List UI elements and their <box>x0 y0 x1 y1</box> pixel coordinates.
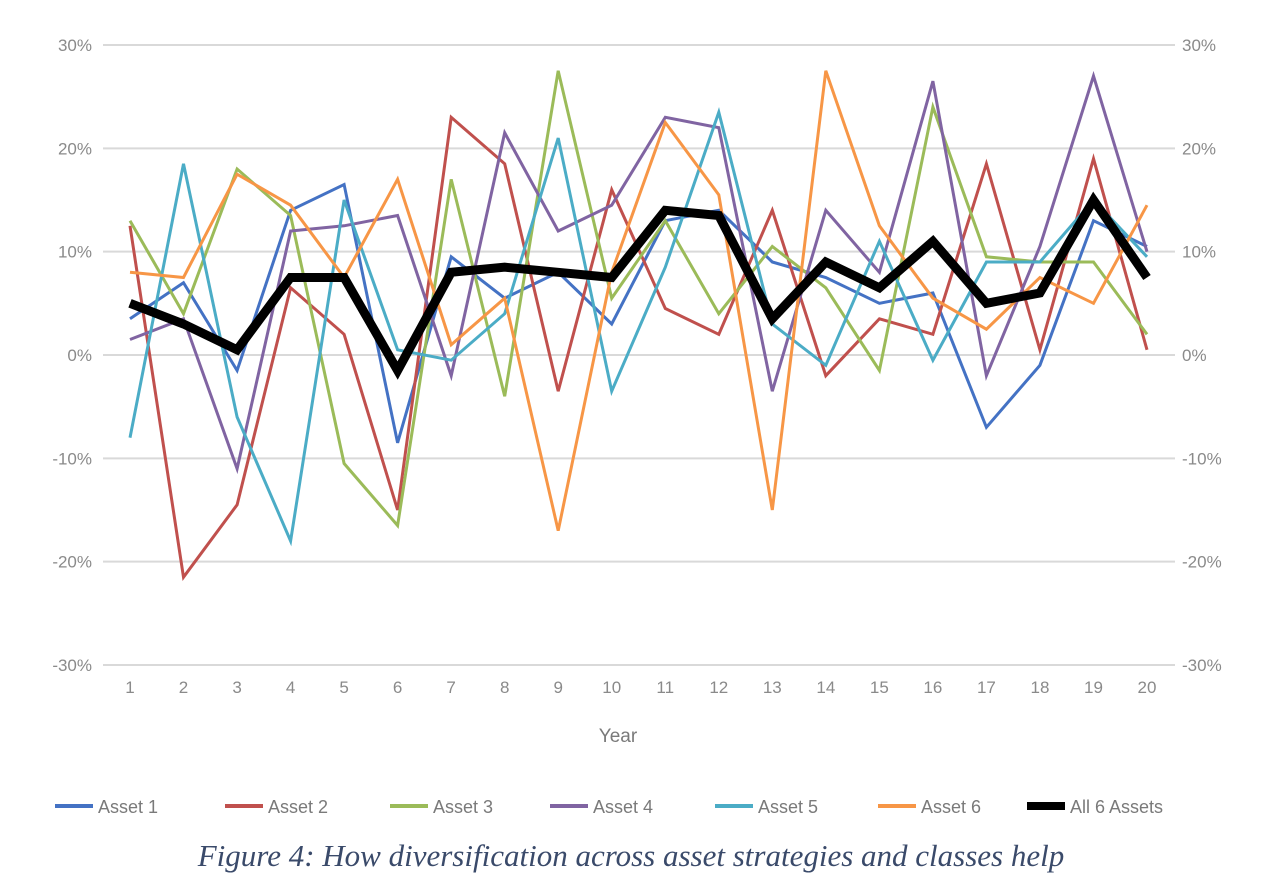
series-line-asset-6 <box>129 70 1149 532</box>
x-tick-label: 1 <box>125 678 134 697</box>
y-tick-label-right: -30% <box>1182 656 1222 675</box>
x-tick-label: 17 <box>977 678 996 697</box>
line-chart: -30% -20% -10% 0% 10% 20% 30% -30% -20% -10% 0% 10… <box>52 36 1222 817</box>
y-tick-label-right: -20% <box>1182 553 1222 572</box>
x-tick-label: 4 <box>286 678 295 697</box>
y-tick-label-right: 20% <box>1182 139 1216 158</box>
x-tick-label: 14 <box>816 678 835 697</box>
legend-label: Asset 1 <box>98 797 158 817</box>
x-tick-label: 11 <box>656 678 674 697</box>
x-tick-label: 2 <box>179 678 188 697</box>
y-tick-label: 10% <box>58 243 92 262</box>
x-tick-label: 5 <box>339 678 348 697</box>
y-tick-label-right: 0% <box>1182 346 1207 365</box>
x-tick-label: 20 <box>1138 678 1157 697</box>
legend-label: Asset 6 <box>921 797 981 817</box>
legend-item: Asset 2 <box>225 797 328 817</box>
x-tick-label: 7 <box>446 678 455 697</box>
series-line-asset-2 <box>128 114 1149 581</box>
legend-label: All 6 Assets <box>1070 797 1163 817</box>
legend-item: Asset 4 <box>550 797 653 817</box>
y-tick-label: -20% <box>52 553 92 572</box>
legend-label: Asset 3 <box>433 797 493 817</box>
series-line-asset-3 <box>128 70 1149 529</box>
legend-item: Asset 5 <box>715 797 818 817</box>
legend-label: Asset 2 <box>268 797 328 817</box>
legend: Asset 1 Asset 2 Asset 3 Asset 4 Asset 5 Asset… <box>55 797 1163 817</box>
x-tick-label: 15 <box>870 678 889 697</box>
series-line-all-6-assets <box>128 191 1151 380</box>
x-axis-title: Year <box>599 726 638 747</box>
x-tick-label: 13 <box>763 678 782 697</box>
series-line-asset-1 <box>129 182 1148 444</box>
x-axis-ticks: 1 2 3 4 5 6 7 8 9 10 11 12 13 14 15 16 17 18 19 20 <box>125 678 1156 697</box>
series-lines <box>128 70 1151 581</box>
y-tick-label-right: 30% <box>1182 36 1216 55</box>
y-tick-label: 0% <box>67 346 92 365</box>
series-line-asset-4 <box>129 70 1149 475</box>
legend-item: Asset 6 <box>878 797 981 817</box>
legend-label: Asset 4 <box>593 797 653 817</box>
x-tick-label: 12 <box>709 678 728 697</box>
x-tick-label: 18 <box>1030 678 1049 697</box>
x-tick-label: 3 <box>232 678 241 697</box>
legend-item: Asset 3 <box>390 797 493 817</box>
x-tick-label: 8 <box>500 678 509 697</box>
series-line-asset-5 <box>128 106 1149 547</box>
y-tick-label-right: 10% <box>1182 243 1216 262</box>
y-tick-label: 20% <box>58 139 92 158</box>
y-tick-label-right: -10% <box>1182 449 1222 468</box>
legend-item: All 6 Assets <box>1027 797 1163 817</box>
x-tick-label: 10 <box>602 678 621 697</box>
y-tick-label: -10% <box>52 449 92 468</box>
legend-label: Asset 5 <box>758 797 818 817</box>
x-tick-label: 9 <box>553 678 562 697</box>
legend-item: Asset 1 <box>55 797 158 817</box>
y-tick-label: -30% <box>52 656 92 675</box>
y-tick-label: 30% <box>58 36 92 55</box>
x-tick-label: 6 <box>393 678 402 697</box>
left-y-axis-ticks: -30% -20% -10% 0% 10% 20% 30% <box>52 36 92 675</box>
x-tick-label: 19 <box>1084 678 1103 697</box>
right-y-axis-ticks: -30% -20% -10% 0% 10% 20% 30% <box>1182 36 1222 675</box>
x-tick-label: 16 <box>923 678 942 697</box>
figure-caption: Figure 4: How diversification across ass… <box>197 838 1065 873</box>
